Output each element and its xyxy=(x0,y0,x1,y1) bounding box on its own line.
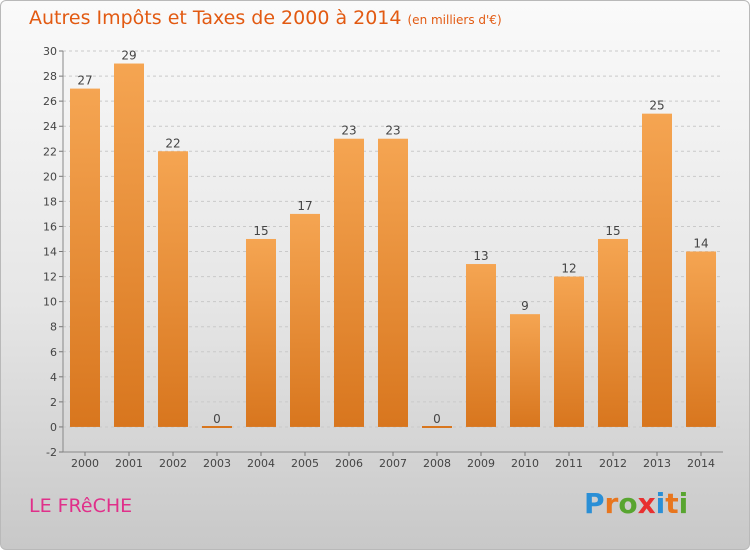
value-label: 0 xyxy=(213,412,221,426)
y-tick-label: 20 xyxy=(43,170,57,183)
value-label: 12 xyxy=(561,262,576,276)
x-tick-label: 2001 xyxy=(115,457,143,470)
x-tick-label: 2011 xyxy=(555,457,583,470)
x-tick-label: 2010 xyxy=(511,457,539,470)
y-tick-label: 2 xyxy=(50,396,57,409)
chart-subtitle: (en milliers d'€) xyxy=(407,13,502,27)
x-tick-label: 2008 xyxy=(423,457,451,470)
bar[interactable] xyxy=(158,151,188,427)
y-tick-label: 10 xyxy=(43,296,57,309)
x-tick-label: 2002 xyxy=(159,457,187,470)
bar[interactable] xyxy=(114,63,144,427)
x-tick-label: 2007 xyxy=(379,457,407,470)
x-tick-label: 2006 xyxy=(335,457,363,470)
value-label: 23 xyxy=(385,124,400,138)
bar[interactable] xyxy=(378,138,408,427)
y-tick-label: 4 xyxy=(50,371,57,384)
axes xyxy=(59,50,723,456)
bar[interactable] xyxy=(554,276,584,427)
value-label: 29 xyxy=(121,49,136,63)
y-tick-label: 16 xyxy=(43,220,57,233)
value-label: 13 xyxy=(473,249,488,263)
x-tick-label: 2013 xyxy=(643,457,671,470)
y-tick-label: 8 xyxy=(50,321,57,334)
bars xyxy=(70,63,716,428)
x-tick-label: 2005 xyxy=(291,457,319,470)
value-label: 14 xyxy=(693,237,708,251)
bar[interactable] xyxy=(334,138,364,427)
y-tick-label: 24 xyxy=(43,120,57,133)
x-tick-label: 2009 xyxy=(467,457,495,470)
value-label: 27 xyxy=(77,74,92,88)
y-tick-label: -2 xyxy=(46,446,57,459)
bar[interactable] xyxy=(246,238,276,427)
x-tick-label: 2012 xyxy=(599,457,627,470)
value-label: 17 xyxy=(297,199,312,213)
logo-letter: r xyxy=(604,487,619,520)
x-tick-label: 2014 xyxy=(687,457,715,470)
bar[interactable] xyxy=(70,88,100,427)
bar[interactable] xyxy=(290,213,320,427)
bar[interactable] xyxy=(466,264,496,427)
y-tick-label: 14 xyxy=(43,246,57,259)
bar[interactable] xyxy=(510,314,540,427)
value-label: 22 xyxy=(165,136,180,150)
value-label: 0 xyxy=(433,412,441,426)
value-label: 23 xyxy=(341,124,356,138)
bar[interactable] xyxy=(686,251,716,427)
value-label: 9 xyxy=(521,299,529,313)
y-tick-label: 0 xyxy=(50,421,57,434)
x-tick-label: 2004 xyxy=(247,457,275,470)
y-tick-label: 6 xyxy=(50,346,57,359)
x-tick-label: 2000 xyxy=(71,457,99,470)
tick-labels: -202468101214161820222426283027200029200… xyxy=(43,45,715,470)
y-tick-label: 18 xyxy=(43,195,57,208)
bar[interactable] xyxy=(642,113,672,427)
value-label: 15 xyxy=(605,224,620,238)
proxiti-logo[interactable]: Proxiti xyxy=(584,487,688,520)
chart-title: Autres Impôts et Taxes de 2000 à 2014 xyxy=(29,7,402,29)
logo-letter: x xyxy=(637,487,656,520)
place-name: LE FRêCHE xyxy=(29,495,133,517)
bar[interactable] xyxy=(598,238,628,427)
y-tick-label: 30 xyxy=(43,45,57,58)
logo-letter: i xyxy=(678,487,689,520)
logo-letter: P xyxy=(584,487,605,520)
title-row: Autres Impôts et Taxes de 2000 à 2014 (en… xyxy=(29,7,502,29)
value-label: 15 xyxy=(253,224,268,238)
y-tick-label: 26 xyxy=(43,95,57,108)
y-tick-label: 12 xyxy=(43,271,57,284)
y-tick-label: 22 xyxy=(43,145,57,158)
logo-letter: t xyxy=(665,487,679,520)
x-tick-label: 2003 xyxy=(203,457,231,470)
logo-letter: o xyxy=(618,487,638,520)
logo-letter: i xyxy=(655,487,666,520)
y-tick-label: 28 xyxy=(43,70,57,83)
value-label: 25 xyxy=(649,99,664,113)
